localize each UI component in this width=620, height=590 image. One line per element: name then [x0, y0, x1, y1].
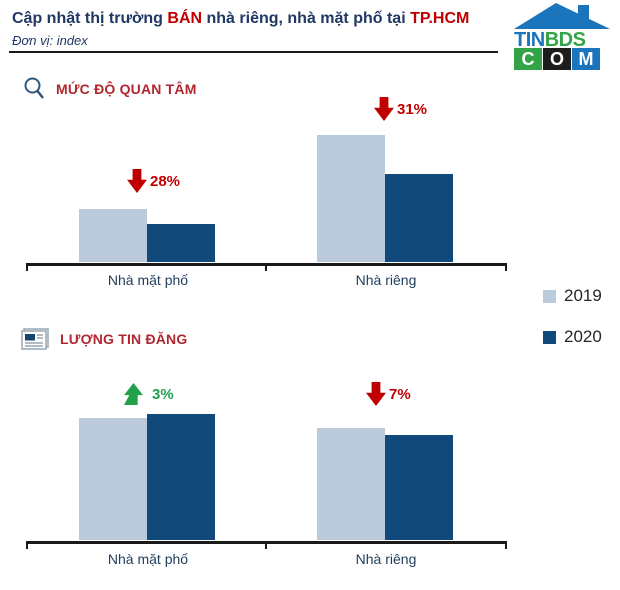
bar-2020-nha-mat-pho	[147, 414, 215, 540]
logo-letter-o: O	[543, 48, 571, 70]
axis-tick	[505, 264, 507, 271]
annotation-listings-nha-mat-pho: 3%	[124, 383, 174, 405]
chart-listings-plot	[0, 378, 620, 542]
logo-letter-m: M	[572, 48, 600, 70]
category-label-nha-mat-pho: Nhà mặt phố	[107, 551, 189, 567]
logo-text-tinbds: TINBDS	[514, 29, 586, 52]
bar-2020-nha-rieng	[385, 435, 453, 540]
axis-tick	[265, 264, 267, 271]
search-icon	[24, 77, 44, 99]
section-interest-header: MỨC ĐỘ QUAN TÂM	[22, 76, 197, 102]
arrow-down-icon	[374, 97, 394, 121]
legend-label-2020: 2020	[564, 327, 602, 346]
change-label: 31%	[397, 100, 428, 118]
change-label: 28%	[150, 172, 181, 190]
bar-2020-nha-rieng	[385, 174, 453, 262]
legend-item-2020: 2020	[543, 327, 602, 347]
title-part-accent: TP.HCM	[410, 10, 470, 27]
house-roof-icon	[514, 3, 610, 29]
logo-text-com: C O M	[514, 48, 600, 70]
page-title: Cập nhật thị trường BÁN nhà riêng, nhà m…	[12, 10, 469, 28]
section-interest-title: MỨC ĐỘ QUAN TÂM	[56, 81, 197, 97]
legend-item-2019: 2019	[543, 286, 602, 306]
legend-swatch-2020	[543, 330, 556, 344]
newspaper-icon	[21, 328, 49, 350]
annotation-interest-nha-rieng: 31%	[374, 97, 427, 121]
bar-2019-nha-mat-pho	[79, 209, 147, 262]
title-part: Cập nhật thị trường	[12, 10, 168, 27]
category-label-nha-rieng: Nhà riêng	[355, 551, 417, 567]
annotation-interest-nha-mat-pho: 28%	[127, 169, 180, 193]
section-listings-title: LƯỢNG TIN ĐĂNG	[60, 331, 188, 347]
change-label: 3%	[152, 385, 174, 403]
arrow-down-icon	[127, 169, 147, 193]
title-part: nhà riêng, nhà mặt phố tại	[202, 10, 411, 27]
bar-2019-nha-mat-pho	[79, 418, 147, 540]
legend-label-2019: 2019	[564, 286, 602, 305]
annotation-listings-nha-rieng: 7%	[366, 382, 411, 406]
category-label-nha-mat-pho: Nhà mặt phố	[107, 272, 189, 288]
header-divider	[9, 51, 498, 53]
axis-tick	[265, 542, 267, 549]
chart-interest-plot	[0, 98, 620, 264]
logo-text-bds: BDS	[544, 29, 586, 51]
change-label: 7%	[389, 385, 411, 403]
tinbds-logo: TINBDS C O M	[512, 3, 612, 70]
title-part-accent: BÁN	[167, 10, 203, 27]
logo-letter-c: C	[514, 48, 542, 70]
logo-text-tin: TIN	[514, 29, 545, 51]
bar-2019-nha-rieng	[317, 135, 385, 262]
arrow-up-icon	[124, 383, 143, 405]
legend: 2019 2020	[543, 286, 602, 368]
section-listings-header: LƯỢNG TIN ĐĂNG	[20, 327, 187, 351]
axis-tick	[26, 264, 28, 271]
unit-subtitle: Đơn vị: index	[12, 33, 88, 48]
arrow-down-icon	[366, 382, 386, 406]
axis-tick	[505, 542, 507, 549]
bar-2020-nha-mat-pho	[147, 224, 215, 262]
category-label-nha-rieng: Nhà riêng	[355, 272, 417, 288]
bar-2019-nha-rieng	[317, 428, 385, 540]
axis-tick	[26, 542, 28, 549]
legend-swatch-2019	[543, 289, 556, 303]
